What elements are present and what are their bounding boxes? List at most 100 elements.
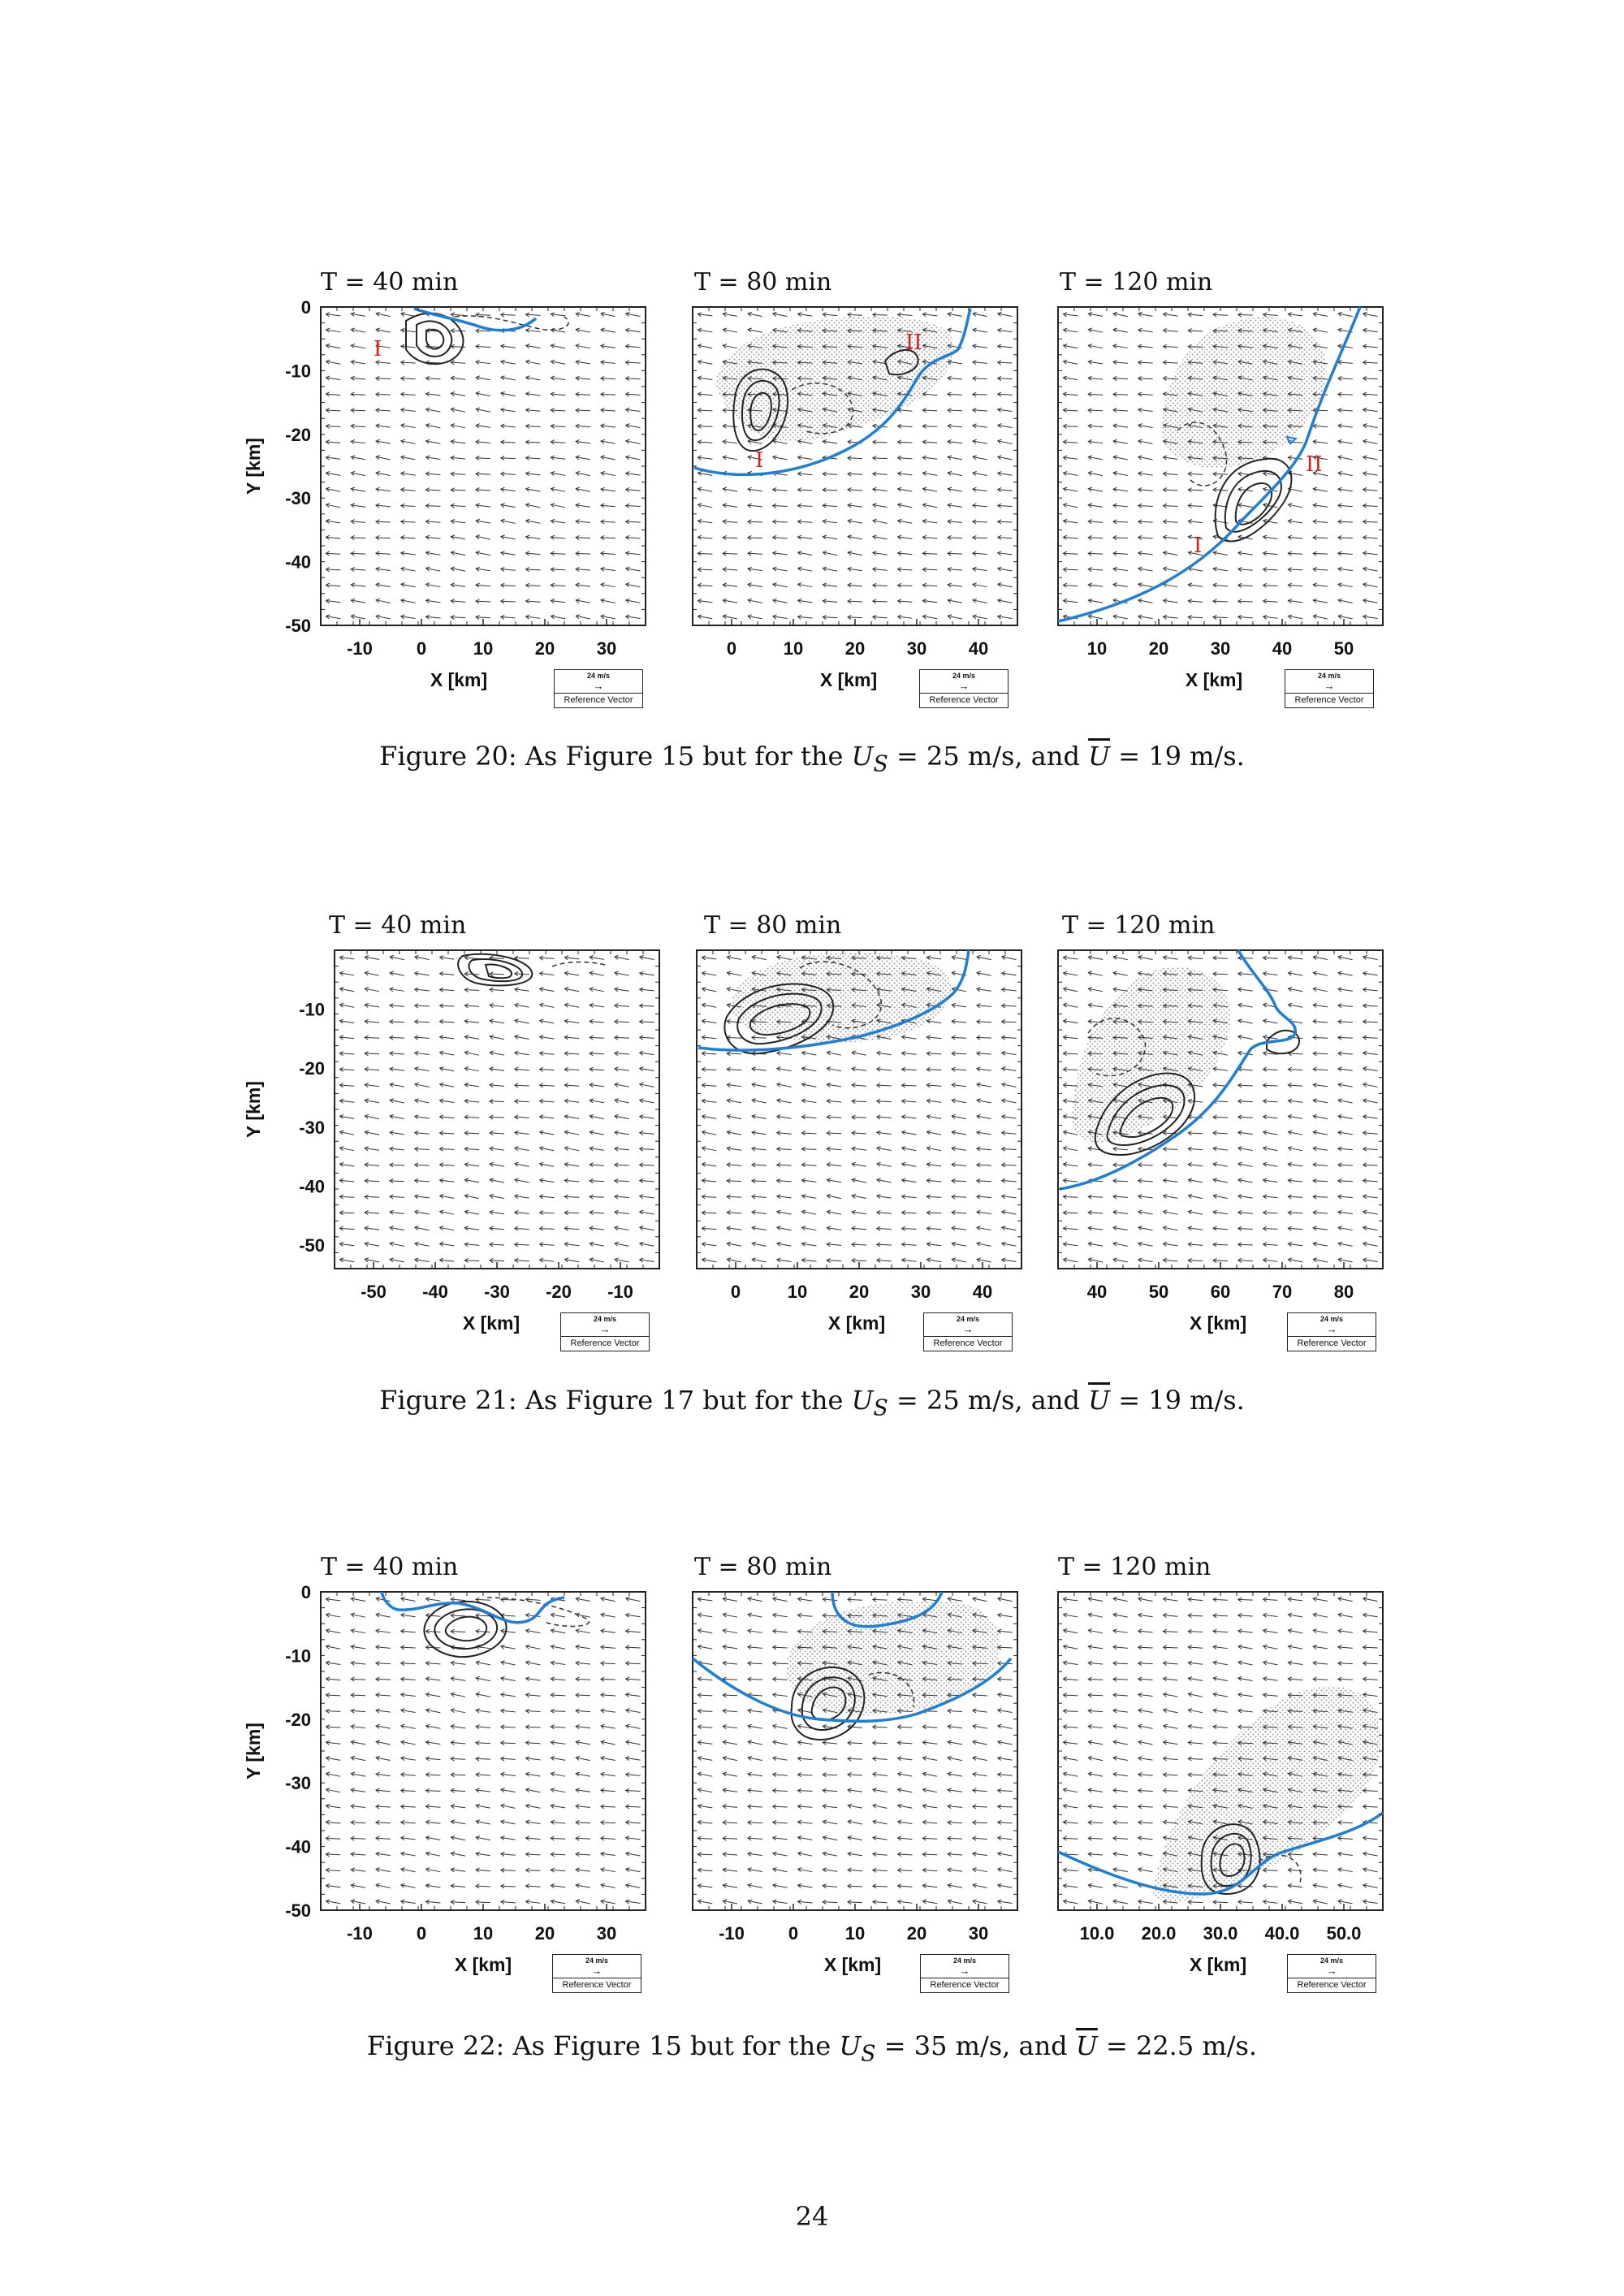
wind-vector-head <box>822 1645 827 1650</box>
wind-vector-head <box>425 1756 430 1762</box>
wind-vector-head <box>339 1113 344 1119</box>
wind-vector <box>751 1115 767 1119</box>
wind-vector-head <box>638 1257 644 1263</box>
wind-vector <box>702 1179 717 1183</box>
wind-vector <box>1363 552 1378 556</box>
wind-vector <box>772 505 788 507</box>
wind-vector-head <box>525 551 530 556</box>
wind-vector <box>389 988 404 992</box>
wind-vector <box>1188 1052 1203 1056</box>
wind-vector <box>351 313 366 317</box>
wind-vector <box>600 1868 615 1873</box>
wind-vector-head <box>722 567 727 573</box>
wind-vector <box>551 1645 566 1650</box>
wind-vector-head <box>499 407 505 413</box>
wind-vector <box>1088 972 1104 976</box>
wind-vector-head <box>364 1178 369 1183</box>
wind-vector-head <box>499 1628 505 1634</box>
wind-vector <box>476 535 490 540</box>
wind-vector-head <box>947 408 952 413</box>
wind-vector-head <box>1062 344 1068 348</box>
wind-vector <box>389 1021 404 1023</box>
wind-vector-head <box>701 1098 706 1104</box>
wind-vector-head <box>450 328 455 334</box>
wind-vector <box>1212 1227 1229 1230</box>
wind-vector-field <box>325 1596 641 1905</box>
wind-vector <box>1288 344 1303 349</box>
wind-vector-head <box>1312 1226 1317 1231</box>
wind-vector-head <box>638 1114 644 1120</box>
wind-vector-head <box>751 1209 756 1215</box>
wind-vector-head <box>722 503 728 508</box>
wind-vector-head <box>947 1852 952 1857</box>
wind-vector <box>389 1068 404 1071</box>
wind-vector <box>852 1211 866 1215</box>
wind-vector <box>1163 1052 1178 1056</box>
wind-vector <box>1363 489 1378 491</box>
wind-vector-head <box>425 1804 430 1810</box>
x-axis-label: X [km] <box>430 669 487 690</box>
wind-vector-head <box>996 598 1002 603</box>
wind-vector <box>972 1740 987 1745</box>
wind-vector <box>400 1837 416 1840</box>
wind-vector <box>525 329 541 332</box>
wind-vector-head <box>747 455 752 460</box>
wind-vector <box>1263 616 1278 619</box>
wind-vector <box>551 1837 566 1840</box>
wind-vector-head <box>350 408 355 413</box>
wind-vector-head <box>901 955 906 961</box>
wind-vector-head <box>751 1241 756 1247</box>
wind-vector-head <box>1000 971 1006 976</box>
wind-vector-head <box>922 614 927 620</box>
wind-vector-head <box>996 503 1002 508</box>
wind-vector <box>365 1148 380 1151</box>
wind-vector <box>1188 409 1203 413</box>
wind-vector <box>1088 1068 1104 1071</box>
wind-vector <box>400 1663 416 1665</box>
wind-vector-head <box>389 1082 394 1087</box>
wind-vector <box>1063 329 1078 333</box>
wind-vector-head <box>1337 1241 1342 1247</box>
wind-vector-head <box>775 1098 781 1104</box>
wind-vector <box>351 569 366 571</box>
wind-vector <box>972 1646 987 1649</box>
wind-vector-head <box>1087 971 1093 976</box>
wind-vector-head <box>697 614 702 620</box>
wind-vector-head <box>822 1628 827 1634</box>
wind-vector <box>772 440 788 444</box>
wind-vector-head <box>947 455 952 460</box>
wind-vector-head <box>947 614 952 620</box>
wind-vector <box>948 552 963 555</box>
wind-vector <box>698 1885 713 1888</box>
wind-vector-head <box>1262 375 1268 381</box>
wind-vector-head <box>599 360 605 365</box>
plot-area: I II 10 20 30 40 50 X [km] <box>1057 306 1384 690</box>
wind-vector <box>425 1663 441 1665</box>
wind-vector-head <box>1187 471 1192 477</box>
wind-vector <box>500 616 516 619</box>
wind-vector-head <box>499 1771 505 1777</box>
wind-vector <box>823 1805 838 1809</box>
wind-vector <box>1212 600 1229 603</box>
wind-vector-head <box>489 971 494 977</box>
x-tick-label: 50 <box>1334 638 1354 659</box>
wind-vector-head <box>425 1708 430 1713</box>
wind-vector <box>400 313 416 317</box>
wind-vector-head <box>325 1771 330 1777</box>
wind-vector-head <box>325 1676 330 1682</box>
wind-vector-head <box>450 1660 456 1666</box>
wind-vector-head <box>976 1241 981 1247</box>
wind-vector <box>351 1710 366 1713</box>
wind-vector-head <box>1262 407 1268 413</box>
wind-vector-head <box>513 1098 519 1104</box>
wind-vector-head <box>489 1257 494 1263</box>
wind-vector <box>351 584 366 587</box>
wind-vector-head <box>1212 955 1217 961</box>
wind-vector <box>1112 440 1128 444</box>
wind-vector-head <box>339 1066 344 1072</box>
wind-vector <box>514 1116 529 1118</box>
wind-vector <box>872 504 888 508</box>
wind-vector-head <box>996 1899 1002 1905</box>
wind-vector-head <box>1137 598 1142 603</box>
wind-vector-head <box>771 1851 777 1857</box>
